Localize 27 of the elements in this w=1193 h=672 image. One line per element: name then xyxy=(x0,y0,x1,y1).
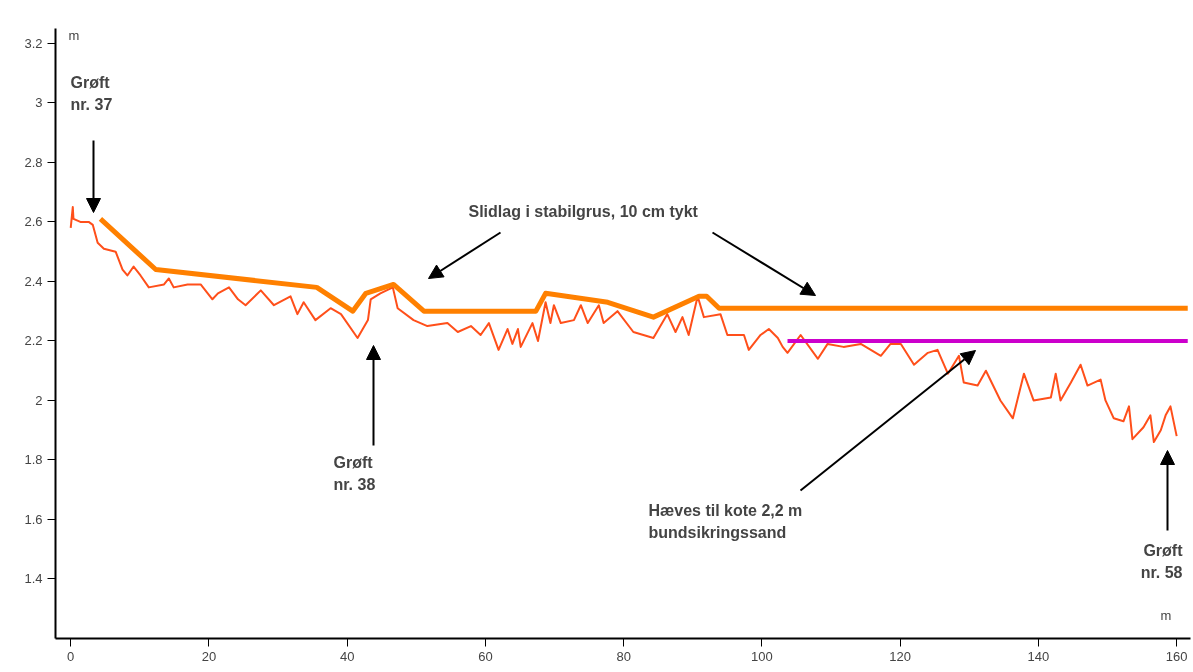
x-tick-label: 80 xyxy=(616,648,631,664)
y-tick-label: 2.8 xyxy=(24,154,43,170)
x-tick-label: 0 xyxy=(67,648,75,664)
annotation: Grøft nr. 37 xyxy=(70,73,113,114)
y-tick-label: 2.2 xyxy=(24,333,43,349)
y-tick-label: 2 xyxy=(35,392,43,408)
annotation: Slidlag i stabilgrus, 10 cm tykt xyxy=(468,202,699,220)
x-tick-label: 120 xyxy=(889,648,912,664)
x-tick-label: 100 xyxy=(751,648,773,664)
annotation: Hæves til kote 2,2 m bundsikringssand xyxy=(648,501,803,542)
x-tick-label: 20 xyxy=(201,648,217,664)
y-tick-label: 1.6 xyxy=(24,511,43,527)
y-tick-label: 3 xyxy=(35,95,43,111)
y-tick-label: 1.4 xyxy=(24,571,43,587)
y-tick-label: 2.6 xyxy=(24,214,43,230)
y-tick-label: 1.8 xyxy=(24,452,43,468)
x-axis-title: m xyxy=(1160,607,1172,623)
y-tick-label: 2.4 xyxy=(24,273,43,289)
x-tick-label: 60 xyxy=(478,648,493,664)
y-tick-label: 3.2 xyxy=(24,35,43,51)
line-series xyxy=(69,206,1178,444)
x-tick-label: 140 xyxy=(1027,648,1050,664)
annotation: Grøft nr. 38 xyxy=(333,453,376,494)
y-axis-title: m xyxy=(68,27,80,43)
x-tick-label: 160 xyxy=(1165,648,1188,664)
x-tick-label: 40 xyxy=(339,648,355,664)
annotation: Grøft nr. 58 xyxy=(1140,541,1184,582)
